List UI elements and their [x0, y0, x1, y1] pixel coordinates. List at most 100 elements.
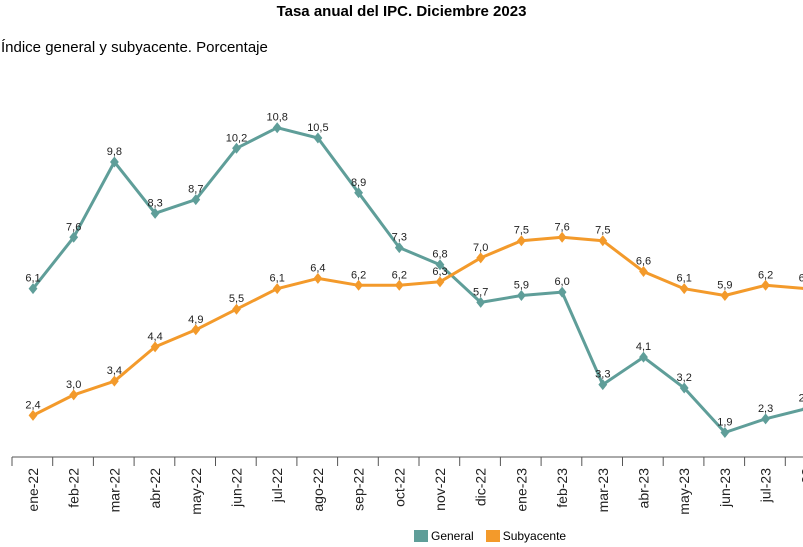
data-labels: 6,1 7,6 9,8 8,3 8,7 10,2 10,8 10,5 8,9 7,3 6,8 5,7 5… — [25, 112, 803, 429]
x-tick-label: ene-22 — [25, 468, 41, 512]
x-tick-label: jun-22 — [229, 468, 245, 508]
data-label-general: 8,7 — [188, 184, 203, 196]
data-point-general — [313, 132, 323, 144]
data-label-subyacente: 7,5 — [595, 225, 610, 237]
x-tick-label: feb-22 — [66, 468, 82, 508]
data-label-subyacente: 5,5 — [229, 293, 244, 305]
series-lines — [31, 126, 803, 434]
x-tick-label: sep-22 — [351, 468, 367, 511]
x-tick-label: may-22 — [188, 468, 204, 515]
data-point-subyacente — [354, 279, 363, 291]
data-point-subyacente — [639, 266, 648, 278]
data-point-subyacente — [313, 272, 323, 284]
x-tick-label: feb-23 — [554, 468, 570, 508]
data-label-general: 4,1 — [636, 341, 651, 353]
legend-item-general: General — [414, 529, 474, 543]
data-label-subyacente: 6,2 — [758, 269, 773, 281]
data-point-subyacente — [557, 231, 567, 243]
data-label-subyacente: 5,9 — [717, 280, 732, 292]
data-point-general — [476, 296, 486, 308]
x-tick-label: jul-22 — [269, 468, 285, 503]
x-tick-label: mar-22 — [106, 468, 122, 513]
x-tick-label: nov-22 — [432, 468, 448, 511]
data-label-subyacente: 6,2 — [392, 269, 407, 281]
data-point-subyacente — [28, 409, 38, 421]
data-label-subyacente: 6,3 — [432, 266, 447, 278]
data-point-general — [720, 427, 730, 439]
data-point-subyacente — [435, 276, 445, 288]
data-label-general: 6,1 — [25, 273, 40, 285]
legend-swatch-general — [414, 530, 428, 542]
data-label-general: 2,3 — [758, 403, 773, 415]
data-label-subyacente: 2,4 — [25, 399, 40, 411]
data-label-general: 10,5 — [307, 122, 328, 134]
data-label-general: 7,3 — [392, 232, 407, 244]
data-label-subyacente: 6,2 — [351, 269, 366, 281]
legend: General Subyacente — [414, 529, 578, 543]
x-tick-label: dic-22 — [473, 468, 489, 506]
data-label-subyacente: 3,4 — [107, 365, 122, 377]
data-point-general — [394, 242, 404, 254]
data-point-general — [598, 379, 608, 391]
data-label-subyacente: 6,4 — [310, 262, 325, 274]
data-label-general: 10,2 — [226, 132, 247, 144]
data-point-subyacente — [69, 389, 79, 401]
x-tick-label: ago-22 — [310, 468, 326, 512]
x-tick-label: jun-23 — [717, 468, 733, 508]
data-point-subyacente — [232, 303, 241, 315]
x-tick-label: abr-23 — [636, 468, 652, 509]
data-label-general: 3,2 — [677, 372, 692, 384]
chart-title: Tasa anual del IPC. Diciembre 2023 — [276, 3, 527, 20]
x-tick-label: mar-23 — [595, 468, 611, 513]
data-point-subyacente — [110, 375, 119, 387]
data-label-general: 2,6 — [799, 393, 803, 405]
data-point-general — [69, 231, 79, 243]
data-point-subyacente — [476, 252, 486, 264]
data-label-general: 9,8 — [107, 146, 122, 158]
data-label-subyacente: 4,9 — [188, 314, 203, 326]
data-point-general — [679, 382, 689, 394]
data-point-subyacente — [720, 290, 730, 302]
series-line-subyacente — [32, 235, 803, 417]
legend-item-subyacente: Subyacente — [485, 529, 567, 543]
data-label-general: 6,0 — [554, 276, 569, 288]
data-point-general — [232, 142, 241, 154]
data-point-subyacente — [598, 235, 608, 247]
data-label-subyacente: 7,0 — [473, 242, 488, 254]
data-label-general: 8,9 — [351, 177, 366, 189]
data-label-subyacente: 4,4 — [147, 331, 162, 343]
chart-subtitle: Índice general y subyacente. Porcentaje — [1, 39, 268, 56]
data-label-subyacente: 6,1 — [799, 273, 803, 285]
data-label-subyacente: 6,6 — [636, 256, 651, 268]
data-point-general — [435, 259, 445, 271]
data-point-general — [28, 283, 38, 295]
data-label-general: 6,8 — [432, 249, 447, 261]
data-label-general: 8,3 — [147, 197, 162, 209]
data-label-subyacente: 7,6 — [554, 221, 569, 233]
data-point-general — [191, 194, 201, 206]
data-label-general: 5,7 — [473, 286, 488, 298]
x-tick-label: may-23 — [676, 468, 692, 515]
data-label-general: 10,8 — [266, 112, 287, 124]
data-point-subyacente — [394, 279, 404, 291]
data-point-subyacente — [272, 283, 282, 295]
data-point-general — [150, 207, 160, 219]
data-point-general — [557, 286, 567, 298]
legend-label-subyacente: Subyacente — [502, 529, 567, 543]
x-tick-label: oct-22 — [391, 468, 407, 507]
data-label-subyacente: 6,1 — [270, 273, 285, 285]
data-point-general — [761, 413, 770, 425]
data-point-subyacente — [679, 283, 689, 295]
data-label-general: 5,9 — [514, 280, 529, 292]
x-tick-label: abr-22 — [147, 468, 163, 509]
data-label-general: 3,3 — [595, 369, 610, 381]
data-label-general: 1,9 — [717, 417, 732, 429]
legend-swatch-subyacente — [485, 530, 500, 542]
data-point-general — [354, 187, 363, 199]
data-label-subyacente: 3,0 — [66, 379, 81, 391]
x-tick-label: ago-23 — [798, 468, 803, 512]
data-point-general — [110, 156, 119, 168]
data-point-general — [272, 122, 282, 134]
data-point-subyacente — [150, 341, 160, 353]
